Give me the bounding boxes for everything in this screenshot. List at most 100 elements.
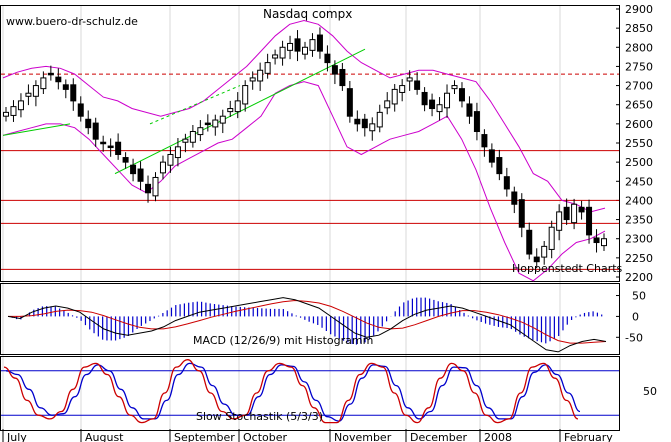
candle-body	[279, 46, 286, 59]
stochastic-k-line	[3, 359, 579, 424]
candle-body	[219, 115, 226, 124]
price-panel: 2200 2250 2300 2350 2400 2450 2500 2550 2600 2650…	[1, 3, 653, 284]
price-tick-label: 2700	[625, 80, 653, 93]
month-label: November	[334, 431, 392, 442]
candle-body	[77, 103, 84, 117]
candle-body	[92, 122, 99, 140]
price-tick-label: 2800	[625, 41, 653, 54]
macd-tick-label: -50	[625, 331, 643, 344]
candle-body	[578, 206, 585, 213]
candle-body	[100, 141, 107, 145]
macd-tick-label: 0	[632, 310, 639, 323]
candle-body	[316, 34, 323, 52]
candle-body	[264, 62, 271, 74]
candle-body	[294, 38, 301, 52]
month-label: October	[243, 431, 287, 442]
candle-body	[593, 237, 600, 244]
candle-body	[601, 238, 607, 247]
price-tick-label: 2350	[625, 214, 653, 227]
price-tick-label: 2850	[625, 22, 653, 35]
candle-body	[503, 176, 510, 190]
month-label: December	[410, 431, 468, 442]
price-tick-label: 2250	[625, 252, 653, 265]
candle-body	[3, 111, 9, 117]
candle-body	[32, 85, 39, 97]
candle-body	[458, 88, 465, 102]
price-tick-label: 2750	[625, 60, 653, 73]
watermark-text: www.buero-dr-schulz.de	[6, 15, 138, 28]
candle-body	[346, 88, 353, 117]
candle-body	[563, 206, 570, 221]
candle-body	[197, 127, 204, 136]
candle-body	[40, 77, 47, 90]
candle-body	[189, 131, 196, 143]
price-tick-label: 2200	[625, 271, 653, 284]
candle-body	[399, 85, 406, 93]
candle-body	[47, 72, 54, 76]
bollinger-lower-band	[2, 81, 606, 282]
candle-body	[451, 85, 458, 90]
bollinger-upper-band	[2, 19, 606, 213]
candle-body	[137, 168, 144, 182]
candle-body	[354, 118, 361, 125]
price-chart-title: Nasdaq compx	[263, 7, 352, 21]
candle-body	[511, 191, 518, 205]
candle-body	[182, 138, 189, 143]
candle-body	[533, 256, 540, 263]
month-label: July	[6, 431, 27, 442]
candle-body	[496, 157, 503, 175]
price-tick-label: 2400	[625, 194, 653, 207]
price-tick-label: 2500	[625, 156, 653, 169]
candle-body	[62, 84, 69, 90]
candle-body	[130, 164, 137, 175]
candle-body	[302, 46, 308, 55]
stochastic-d-line	[5, 362, 581, 422]
candle-body	[481, 134, 488, 148]
candle-body	[115, 141, 122, 155]
macd-panel: 50 0 -50	[7, 290, 646, 353]
candle-body	[309, 39, 316, 51]
price-tick-label: 2300	[625, 233, 653, 246]
candle-body	[85, 118, 92, 129]
candle-body	[361, 118, 368, 129]
macd-tick-label: 50	[632, 290, 646, 303]
trend-line	[2, 123, 71, 136]
candle-body	[242, 85, 249, 105]
candle-body	[586, 206, 593, 236]
candle-body	[429, 99, 436, 110]
stochastic-panel-frame	[0, 356, 620, 431]
candle-body	[249, 77, 256, 82]
macd-signal-line	[8, 299, 607, 344]
candle-body	[421, 91, 428, 106]
trend-line-dashed	[149, 85, 241, 125]
candle-body	[391, 88, 398, 105]
candle-body	[466, 103, 473, 117]
candle-body	[339, 68, 346, 87]
source-annotation: Hoppenstedt Charts	[512, 262, 623, 275]
candle-body	[473, 111, 480, 133]
stochastic-panel: 50	[1, 359, 657, 424]
candle-body	[376, 111, 383, 128]
month-label: February	[564, 431, 613, 442]
price-tick-label: 2650	[625, 99, 653, 112]
candle-body	[204, 122, 211, 126]
candle-body	[25, 92, 32, 97]
candle-body	[518, 199, 525, 228]
macd-panel-frame	[0, 283, 620, 355]
candle-body	[234, 100, 241, 113]
candle-body	[107, 145, 114, 149]
candle-body	[369, 123, 376, 132]
candle-body	[406, 77, 413, 82]
candle-body	[70, 84, 77, 102]
candle-body	[556, 211, 563, 231]
candle-body	[444, 92, 451, 109]
candle-body	[10, 106, 17, 116]
candle-body	[287, 42, 294, 51]
candle-body	[272, 54, 279, 59]
candle-body	[257, 69, 264, 82]
candle-body	[324, 53, 331, 64]
candle-body	[227, 108, 234, 113]
candle-body	[55, 76, 62, 83]
candle-body	[571, 203, 578, 224]
